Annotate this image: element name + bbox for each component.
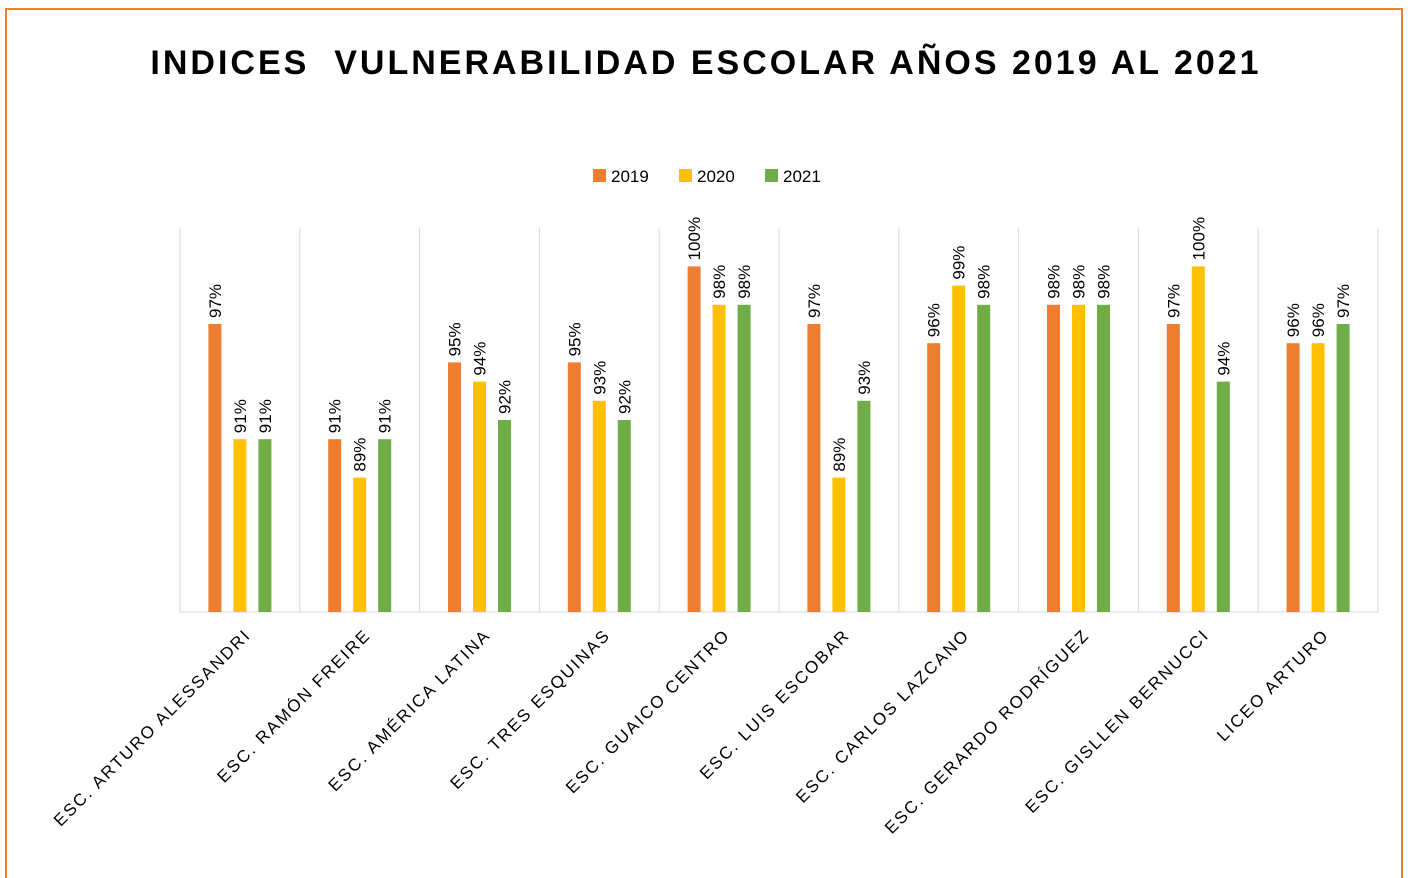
bar (952, 285, 966, 612)
data-label: 98% (1070, 265, 1089, 299)
data-label: 97% (1334, 284, 1353, 318)
bar (1286, 343, 1300, 612)
x-tick-label: ESC. GERARDO RODRÍGUEZ (881, 625, 1093, 837)
data-label: 100% (1189, 217, 1208, 260)
data-label: 98% (1095, 265, 1114, 299)
data-label: 92% (496, 380, 515, 414)
bar (208, 324, 222, 612)
data-label: 93% (590, 361, 609, 395)
data-label: 96% (1309, 303, 1328, 337)
bar (927, 343, 941, 612)
bar (617, 420, 631, 612)
data-label: 94% (471, 342, 490, 376)
legend-swatch (593, 169, 606, 182)
data-label: 97% (206, 284, 225, 318)
bar (592, 400, 606, 612)
bar (857, 400, 871, 612)
bar (1097, 304, 1110, 612)
data-label: 93% (855, 361, 874, 395)
data-label: 98% (1045, 265, 1064, 299)
bar (1336, 324, 1350, 612)
bar (328, 439, 342, 612)
bar (448, 362, 461, 612)
data-label: 98% (735, 265, 754, 299)
data-label: 89% (830, 438, 849, 472)
chart-title: INDICES VULNERABILIDAD ESCOLAR AÑOS 2019… (150, 44, 1262, 82)
bar (1191, 266, 1205, 612)
bar (498, 420, 511, 612)
data-label: 100% (685, 217, 704, 260)
data-label: 96% (1284, 303, 1303, 337)
bar (1311, 343, 1325, 612)
data-label: 91% (231, 399, 250, 433)
bar (473, 381, 486, 612)
bar (1072, 304, 1085, 612)
data-label: 89% (351, 438, 370, 472)
x-tick-label: ESC. ARTURO ALESSANDRI (50, 625, 255, 830)
bar (353, 477, 367, 612)
bar (977, 304, 991, 612)
chart-border (5, 8, 1403, 878)
bar (378, 439, 392, 612)
legend-swatch (679, 169, 692, 182)
data-label: 94% (1214, 342, 1233, 376)
bar (687, 266, 701, 612)
data-label: 97% (1164, 284, 1183, 318)
bar (712, 304, 726, 612)
data-label: 96% (925, 303, 944, 337)
legend-label: 2019 (611, 167, 649, 186)
bar (567, 362, 581, 612)
legend-swatch (765, 169, 778, 182)
data-label: 91% (326, 399, 345, 433)
legend-label: 2020 (697, 167, 735, 186)
data-label: 95% (565, 322, 584, 356)
bar (807, 324, 821, 612)
bar (258, 439, 272, 612)
data-label: 92% (615, 380, 634, 414)
data-label: 91% (376, 399, 395, 433)
data-label: 99% (950, 246, 969, 280)
data-label: 91% (256, 399, 275, 433)
data-label: 97% (805, 284, 824, 318)
bar (1166, 324, 1180, 612)
bar (1216, 381, 1230, 612)
data-label: 95% (446, 322, 465, 356)
bar (737, 304, 751, 612)
bar (832, 477, 846, 612)
bar (233, 439, 247, 612)
data-label: 98% (710, 265, 729, 299)
bar (1047, 304, 1060, 612)
legend-label: 2021 (783, 167, 821, 186)
data-label: 98% (975, 265, 994, 299)
x-tick-label: LICEO ARTURO (1213, 625, 1333, 745)
